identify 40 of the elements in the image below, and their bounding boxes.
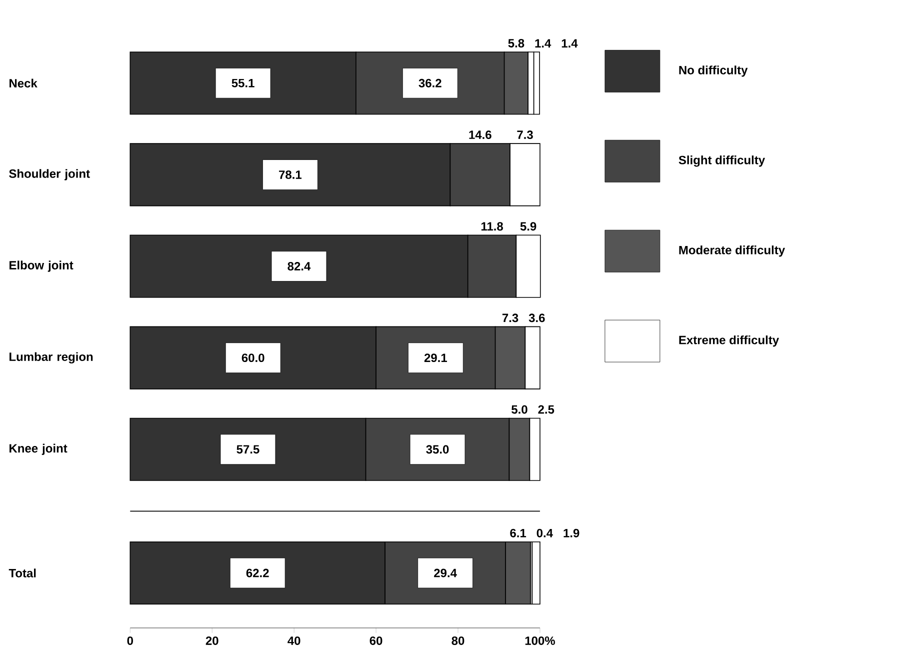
data-label: 1.4 xyxy=(535,39,552,48)
data-label: 55.1 xyxy=(232,78,254,88)
data-label: 82.4 xyxy=(288,262,311,270)
data-label: 5.9 xyxy=(520,222,536,231)
x-tick-label: 100% xyxy=(525,636,555,645)
data-label: 0.4 xyxy=(536,528,553,538)
data-label: 78.1 xyxy=(279,170,302,179)
text: Extreme difficulty xyxy=(679,335,780,347)
data-label: 57.5 xyxy=(236,445,260,454)
x-tick-label: 80 xyxy=(452,636,464,645)
y-tick-label: Shoulder joint xyxy=(9,169,90,180)
data-label: 29.4 xyxy=(434,568,457,578)
data-label: 1.9 xyxy=(564,528,580,538)
data-label: 5.8 xyxy=(508,38,524,48)
data-label: 62.2 xyxy=(246,568,269,578)
data-label: 14.6 xyxy=(469,130,492,139)
y-tick-label: Elbow joint xyxy=(10,260,74,272)
data-label: 6.1 xyxy=(510,528,526,538)
text: Moderate difficulty xyxy=(679,245,785,257)
x-tick-label: 20 xyxy=(206,636,218,645)
y-tick-label: Total xyxy=(8,568,36,578)
y-tick-label: Knee joint xyxy=(10,444,68,455)
y-tick-label: Neck xyxy=(10,78,38,88)
text: No difficulty xyxy=(679,66,748,77)
data-label: 29.1 xyxy=(424,354,447,362)
data-label: 7.3 xyxy=(502,314,518,322)
data-label: 5.0 xyxy=(512,405,528,414)
data-label: 3.6 xyxy=(528,314,545,322)
x-tick-label: 40 xyxy=(288,636,300,645)
y-tick-label: Lumbar region xyxy=(10,352,93,364)
x-tick-label: 0 xyxy=(127,636,133,645)
data-label: 60.0 xyxy=(242,354,264,362)
x-tick-label: 60 xyxy=(370,636,382,645)
data-label: 7.3 xyxy=(517,130,533,139)
data-label: 1.4 xyxy=(562,39,578,48)
text: Slight difficulty xyxy=(678,155,765,167)
data-label: 2.5 xyxy=(538,405,554,414)
data-label: 11.8 xyxy=(481,222,503,231)
data-label: 36.2 xyxy=(418,78,442,88)
data-label: 35.0 xyxy=(426,445,449,454)
